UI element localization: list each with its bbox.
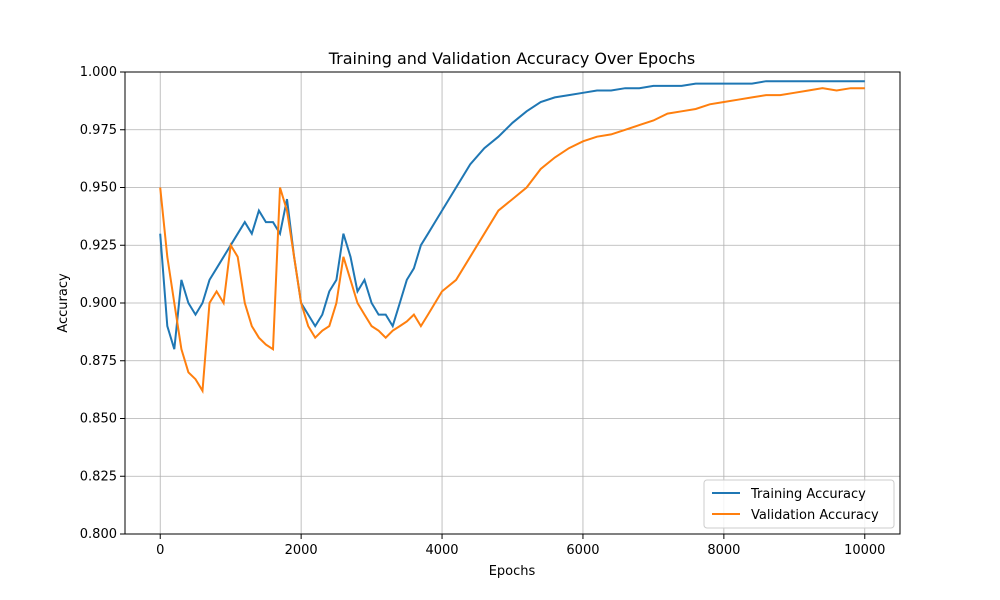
plot-area — [159, 80, 865, 394]
y-tick-label: 0.800 — [80, 527, 117, 542]
legend: Training Accuracy Validation Accuracy — [703, 479, 895, 529]
x-tick-label: 0 — [156, 543, 164, 558]
x-tick-label: 4000 — [425, 543, 458, 558]
x-tick-label: 6000 — [566, 543, 599, 558]
validation-accuracy-line — [159, 87, 865, 394]
y-tick-label: 0.850 — [80, 412, 117, 427]
y-tick-label: 1.000 — [80, 65, 117, 80]
legend-label-validation: Validation Accuracy — [751, 508, 879, 523]
y-axis-ticks: 0.800 0.825 0.850 0.875 0.900 0.925 0.950 0.975… — [80, 65, 125, 542]
chart-title: Training and Validation Accuracy Over Ep… — [328, 49, 696, 68]
y-tick-label: 0.925 — [80, 238, 117, 253]
y-tick-label: 0.900 — [80, 296, 117, 311]
y-tick-label: 0.875 — [80, 354, 117, 369]
grid — [125, 71, 900, 535]
y-tick-label: 0.975 — [80, 123, 117, 138]
legend-label-training: Training Accuracy — [750, 487, 866, 502]
x-axis-ticks: 0 2000 4000 6000 8000 10000 — [156, 534, 885, 558]
training-accuracy-line — [159, 80, 865, 350]
legend-box — [703, 479, 895, 529]
x-tick-label: 2000 — [285, 543, 318, 558]
x-tick-label: 10000 — [844, 543, 885, 558]
y-axis-label: Accuracy — [56, 273, 71, 333]
y-tick-label: 0.950 — [80, 181, 117, 196]
y-tick-label: 0.825 — [80, 469, 117, 484]
x-axis-label: Epochs — [489, 564, 536, 579]
x-tick-label: 8000 — [707, 543, 740, 558]
